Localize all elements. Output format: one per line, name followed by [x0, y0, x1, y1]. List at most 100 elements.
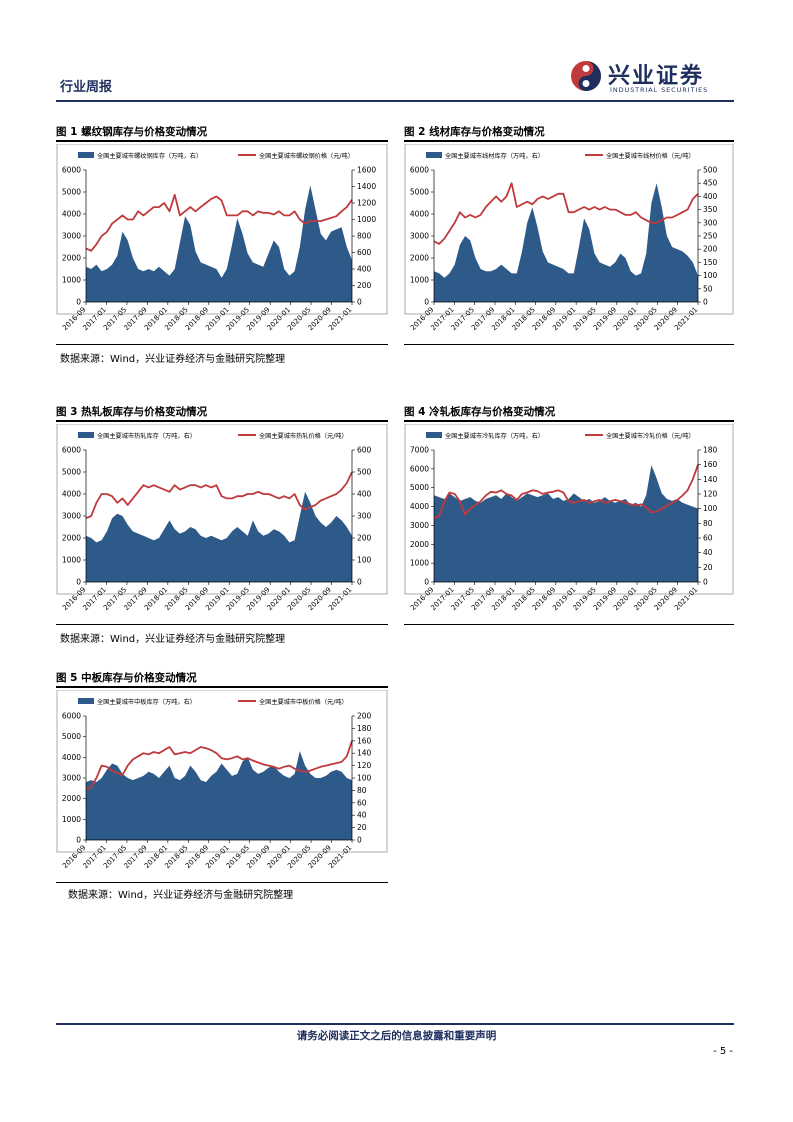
right-tick-label: 40 [703, 548, 713, 557]
figure-top-rule [404, 140, 734, 142]
price-line-series [433, 182, 699, 245]
figure-bottom-rule [404, 344, 734, 345]
left-tick-label: 5000 [410, 483, 429, 492]
left-tick-label: 6000 [410, 464, 429, 473]
right-tick-label: 800 [357, 232, 372, 241]
chart-hot-rolled: 全国主要城市热轧库存（万吨，右） 全国主要城市热轧价格（元/吨）010002000… [56, 424, 388, 612]
left-tick-label: 6000 [410, 166, 429, 175]
right-tick-label: 200 [703, 245, 718, 254]
left-tick-label: 3000 [62, 774, 81, 783]
right-tick-label: 120 [703, 490, 718, 499]
left-tick-label: 6000 [62, 166, 81, 175]
legend-swatch-area [426, 152, 442, 158]
left-tick-label: 0 [76, 298, 81, 307]
disclosure-notice: 请务必阅读正文之后的信息披露和重要声明 [296, 1030, 497, 1042]
legend-label-price: 全国主要城市线材价格（元/吨） [606, 152, 695, 160]
left-tick-label: 3000 [410, 232, 429, 241]
left-tick-label: 4000 [62, 753, 81, 762]
legend-label-stock: 全国主要城市中板库存（万吨，右） [97, 698, 196, 706]
left-tick-label: 7000 [410, 446, 429, 455]
price-line-series [85, 193, 353, 252]
right-tick-label: 0 [357, 298, 362, 307]
right-tick-label: 180 [703, 446, 718, 455]
right-tick-label: 1600 [357, 166, 376, 175]
legend-label-stock: 全国主要城市线材库存（万吨，右） [445, 152, 544, 160]
right-tick-label: 140 [357, 749, 372, 758]
stock-area-series [86, 185, 352, 302]
legend-label-price: 全国主要城市热轧价格（元/吨） [259, 432, 348, 440]
chart-legend: 全国主要城市中板库存（万吨，右） 全国主要城市中板价格（元/吨） [78, 698, 348, 706]
chart-legend: 全国主要城市线材库存（万吨，右） 全国主要城市线材价格（元/吨） [426, 152, 695, 160]
right-tick-label: 200 [357, 281, 372, 290]
figure-3: 图 3 热轧板库存与价格变动情况 全国主要城市热轧库存（万吨，右） 全国主要城市热… [56, 404, 388, 645]
price-line-series [85, 740, 353, 791]
left-tick-label: 1000 [62, 276, 81, 285]
price-line-series [433, 464, 699, 520]
chart-legend: 全国主要城市螺纹钢库存（万吨，右） 全国主要城市螺纹钢价格（元/吨） [78, 152, 354, 160]
chart-rebar: 全国主要城市螺纹钢库存（万吨，右） 全国主要城市螺纹钢价格（元/吨） 0 1000 20… [56, 144, 388, 332]
right-tick-label: 120 [357, 761, 372, 770]
right-tick-label: 20 [357, 823, 367, 832]
left-tick-label: 4000 [62, 210, 81, 219]
brand-logo: 兴业证券 INDUSTRIAL SECURITIES [566, 58, 738, 94]
right-tick-label: 500 [357, 468, 372, 477]
left-tick-label: 1000 [410, 276, 429, 285]
right-tick-label: 80 [703, 519, 713, 528]
left-tick-label: 4000 [410, 502, 429, 511]
right-tick-label: 0 [357, 836, 362, 845]
right-tick-label: 140 [703, 475, 718, 484]
figure-top-rule [56, 420, 388, 422]
stock-area-series [86, 491, 352, 582]
logo-text-cn: 兴业证券 [608, 64, 705, 89]
figure-bottom-rule [56, 882, 388, 883]
figure-bottom-rule [404, 624, 734, 625]
chart-wire-rod: 全国主要城市线材库存（万吨，右） 全国主要城市线材价格（元/吨）010002000… [404, 144, 734, 332]
right-tick-label: 0 [703, 578, 708, 587]
legend-label-stock: 全国主要城市螺纹钢库存（万吨，右） [97, 152, 202, 160]
legend-swatch-area [78, 432, 94, 438]
legend-label-price: 全国主要城市冷轧价格（元/吨） [606, 432, 695, 440]
header-divider [56, 100, 734, 102]
right-tick-label: 0 [703, 298, 708, 307]
right-tick-label: 100 [703, 271, 718, 280]
legend-swatch-area [426, 432, 442, 438]
left-tick-label: 3000 [410, 521, 429, 530]
right-tick-label: 400 [357, 490, 372, 499]
legend-label-price: 全国主要城市螺纹钢价格（元/吨） [259, 152, 354, 160]
right-tick-label: 400 [703, 192, 718, 201]
left-tick-label: 2000 [410, 254, 429, 263]
left-tick-label: 2000 [62, 794, 81, 803]
figure-source: 数据来源：Wind，兴业证券经济与金融研究院整理 [60, 634, 286, 645]
left-tick-label: 0 [424, 578, 429, 587]
figure-title: 图 4 冷轧板库存与价格变动情况 [404, 406, 556, 418]
price-line-series [85, 471, 353, 520]
left-tick-label: 2000 [62, 534, 81, 543]
legend-label-stock: 全国主要城市冷轧库存（万吨，右） [445, 432, 544, 440]
figure-source: 数据来源：Wind，兴业证券经济与金融研究院整理 [68, 890, 294, 901]
left-tick-label: 4000 [410, 210, 429, 219]
stock-area-series [86, 751, 352, 840]
right-tick-label: 160 [703, 460, 718, 469]
right-tick-label: 180 [357, 724, 372, 733]
right-tick-label: 60 [357, 798, 367, 807]
right-tick-label: 200 [357, 534, 372, 543]
logo-text-en: INDUSTRIAL SECURITIES [610, 86, 709, 94]
figure-bottom-rule [56, 344, 388, 345]
left-tick-label: 5000 [62, 732, 81, 741]
right-tick-label: 160 [357, 736, 372, 745]
left-tick-label: 2000 [62, 254, 81, 263]
left-tick-label: 1000 [410, 559, 429, 568]
right-tick-label: 450 [703, 179, 718, 188]
right-tick-label: 300 [703, 218, 718, 227]
chart-cold-rolled: 全国主要城市冷轧库存（万吨，右） 全国主要城市冷轧价格（元/吨） 0 1000 2000… [404, 424, 734, 612]
left-tick-label: 5000 [62, 468, 81, 477]
left-tick-label: 3000 [62, 232, 81, 241]
left-tick-label: 5000 [410, 188, 429, 197]
right-tick-label: 60 [703, 534, 713, 543]
left-tick-label: 2000 [410, 540, 429, 549]
stock-area-series [434, 465, 698, 582]
figure-title: 图 5 中板库存与价格变动情况 [56, 672, 197, 684]
left-tick-label: 0 [424, 298, 429, 307]
legend-swatch-area [78, 698, 94, 704]
left-tick-label: 3000 [62, 512, 81, 521]
